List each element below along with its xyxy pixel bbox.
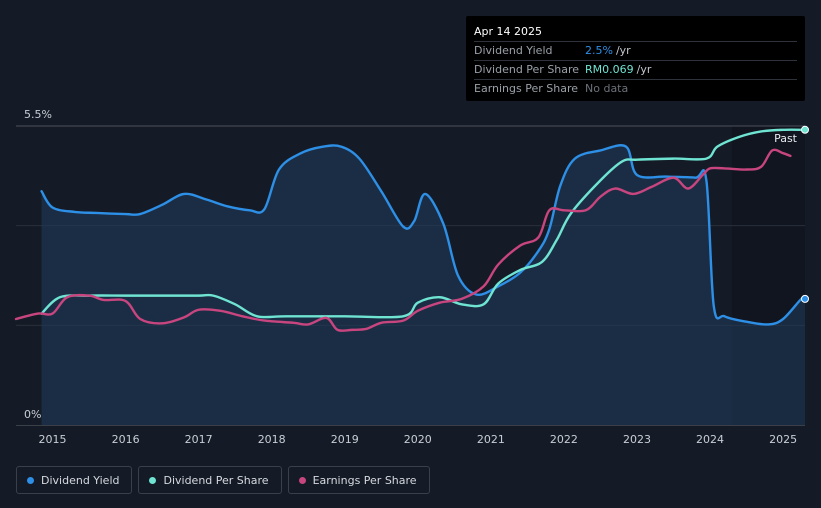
x-tick-label: 2019 [331, 433, 359, 446]
legend-item-dividend-yield[interactable]: Dividend Yield [16, 466, 133, 494]
series-layer [14, 125, 809, 425]
y-tick-label: 5.5% [24, 108, 52, 121]
tooltip-value: No data [585, 82, 629, 95]
tooltip-value: 2.5% [585, 44, 613, 57]
x-tick-label: 2015 [39, 433, 67, 446]
legend-item-earnings-per-share[interactable]: Earnings Per Share [287, 466, 430, 494]
legend-label: Earnings Per Share [312, 473, 417, 487]
tooltip-row-earnings-per-share: Earnings Per Share No data [474, 79, 797, 98]
x-tick-label: 2023 [623, 433, 651, 446]
tooltip-unit: /yr [615, 44, 631, 57]
tooltip-label: Earnings Per Share [474, 82, 579, 95]
tooltip-unit: /yr [636, 63, 652, 76]
legend-label: Dividend Yield [41, 473, 120, 487]
x-tick-label: 2022 [550, 433, 578, 446]
legend-label: Dividend Per Share [163, 473, 269, 487]
tooltip-row-dividend-per-share: Dividend Per Share RM0.069/yr [474, 60, 797, 79]
tooltip-row-dividend-yield: Dividend Yield 2.5%/yr [474, 41, 797, 60]
tooltip-label: Dividend Per Share [474, 63, 580, 76]
tooltip: Apr 14 2025 Dividend Yield 2.5%/yr Divid… [466, 16, 805, 101]
area-dividend-yield [41, 145, 805, 425]
x-tick-label: 2017 [185, 433, 213, 446]
axis-labels: 5.5% 0% 2015 2016 2017 2018 2019 2020 2021 2022 20… [24, 108, 798, 446]
past-label: Past [774, 132, 798, 145]
tooltip-date: Apr 14 2025 [474, 25, 543, 38]
legend: Dividend Yield Dividend Per Share Earnin… [16, 466, 430, 494]
x-tick-label: 2020 [404, 433, 432, 446]
legend-item-dividend-per-share[interactable]: Dividend Per Share [138, 466, 282, 494]
x-tick-label: 2018 [258, 433, 286, 446]
legend-dot-icon [149, 476, 157, 484]
line-dividend-per-share [40, 128, 807, 319]
x-tick-label: 2021 [477, 433, 505, 446]
x-tick-label: 2016 [112, 433, 140, 446]
tooltip-value: RM0.069 [585, 63, 634, 76]
line-earnings-per-share [14, 148, 792, 332]
line-dividend-yield [40, 144, 807, 326]
end-dot-dividend-per-share [801, 125, 809, 134]
legend-dot-icon [27, 476, 34, 484]
x-tick-label: 2024 [696, 433, 724, 446]
y-tick-label: 0% [24, 408, 41, 421]
end-dot-dividend-yield [801, 294, 809, 303]
legend-dot-icon [298, 476, 306, 484]
x-tick-label: 2025 [769, 433, 797, 446]
tooltip-label: Dividend Yield [474, 44, 553, 57]
